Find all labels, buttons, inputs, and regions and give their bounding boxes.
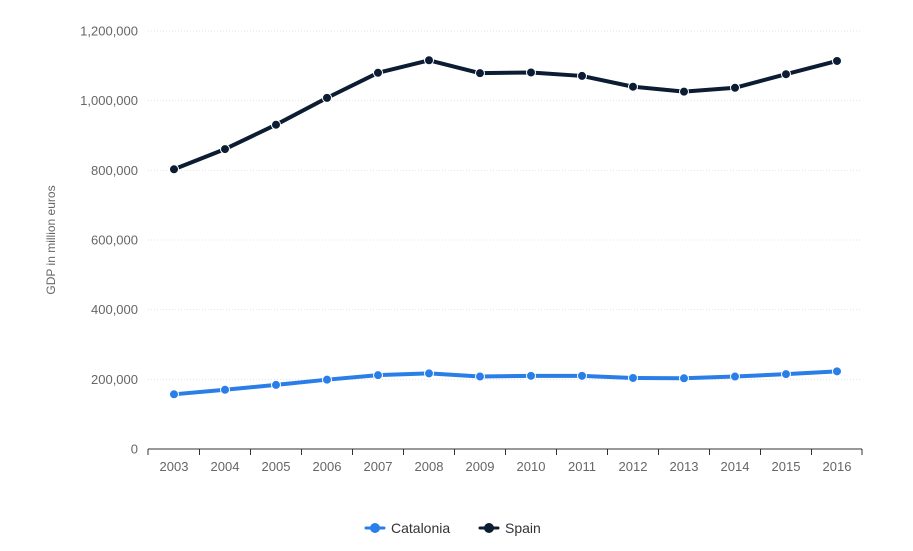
- x-tick-label: 2008: [415, 459, 444, 474]
- x-tick-label: 2005: [262, 459, 291, 474]
- data-point[interactable]: [271, 379, 281, 390]
- y-tick-label: 1,200,000: [80, 24, 138, 39]
- x-tick-label: 2011: [568, 459, 596, 474]
- y-tick-label: 600,000: [91, 233, 138, 248]
- gridlines: [148, 30, 862, 380]
- y-tick-label: 200,000: [91, 372, 138, 387]
- data-point[interactable]: [169, 164, 179, 175]
- data-point[interactable]: [169, 389, 179, 400]
- data-point[interactable]: [526, 67, 536, 78]
- series-catalonia: [169, 366, 842, 400]
- x-axis: 2003 2004 2005 2006 2007 2008 2009 2010 2011 2012…: [147, 448, 863, 474]
- data-point[interactable]: [628, 372, 638, 383]
- data-point[interactable]: [730, 371, 740, 382]
- legend-label: Catalonia: [391, 520, 450, 536]
- y-tick-label: 1,000,000: [80, 93, 138, 108]
- data-point[interactable]: [781, 69, 791, 80]
- data-point[interactable]: [424, 368, 434, 379]
- data-point[interactable]: [832, 55, 842, 66]
- legend: Catalonia Spain: [364, 520, 541, 536]
- y-axis-title: GDP in million euros: [44, 185, 58, 294]
- y-tick-label: 0: [131, 442, 138, 457]
- y-axis: 0 200,000 400,000 600,000 800,000 1,000,000 1,…: [80, 24, 138, 457]
- y-tick-label: 400,000: [91, 302, 138, 317]
- series-line: [172, 58, 839, 172]
- data-point[interactable]: [271, 119, 281, 130]
- data-point[interactable]: [577, 70, 587, 81]
- data-point[interactable]: [526, 370, 536, 381]
- x-tick-label: 2016: [823, 459, 852, 474]
- legend-item-catalonia[interactable]: Catalonia: [364, 520, 450, 536]
- legend-label: Spain: [505, 520, 541, 536]
- series-spain: [169, 55, 842, 175]
- x-tick-label: 2014: [721, 459, 750, 474]
- x-tick-label: 2012: [619, 459, 648, 474]
- x-tick-label: 2006: [313, 459, 342, 474]
- data-point[interactable]: [322, 374, 332, 385]
- legend-swatch-marker: [484, 523, 494, 533]
- data-point[interactable]: [322, 92, 332, 103]
- x-tick-label: 2013: [670, 459, 699, 474]
- y-tick-label: 800,000: [91, 163, 138, 178]
- series-line: [172, 369, 839, 397]
- data-point[interactable]: [220, 144, 230, 155]
- data-point[interactable]: [220, 384, 230, 395]
- data-point[interactable]: [373, 370, 383, 381]
- data-point[interactable]: [679, 86, 689, 97]
- data-point[interactable]: [424, 55, 434, 66]
- data-point[interactable]: [577, 370, 587, 381]
- series-lines: [169, 55, 842, 400]
- x-tick-label: 2009: [466, 459, 495, 474]
- data-point[interactable]: [475, 68, 485, 79]
- x-tick-label: 2007: [364, 459, 393, 474]
- x-tick-label: 2003: [160, 459, 189, 474]
- legend-swatch-marker: [370, 523, 380, 533]
- data-point[interactable]: [475, 371, 485, 382]
- x-tick-label: 2004: [211, 459, 240, 474]
- data-point[interactable]: [832, 366, 842, 377]
- x-tick-label: 2015: [772, 459, 801, 474]
- legend-item-spain[interactable]: Spain: [478, 520, 541, 536]
- data-point[interactable]: [781, 369, 791, 380]
- x-tick-label: 2010: [517, 459, 546, 474]
- data-point[interactable]: [679, 373, 689, 384]
- data-point[interactable]: [373, 67, 383, 78]
- data-point[interactable]: [730, 82, 740, 93]
- data-point[interactable]: [628, 81, 638, 92]
